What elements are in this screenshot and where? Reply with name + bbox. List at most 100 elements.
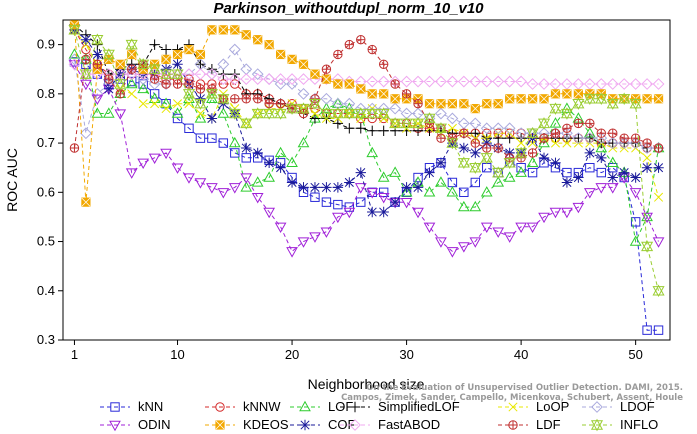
data-point — [480, 75, 493, 88]
data-point — [492, 75, 505, 88]
data-point — [321, 64, 332, 74]
data-point — [349, 401, 361, 413]
data-point — [458, 142, 470, 154]
data-point — [172, 59, 183, 70]
data-point — [68, 48, 81, 59]
data-point — [343, 207, 356, 219]
data-point — [320, 102, 333, 113]
data-point — [389, 166, 401, 177]
data-point — [114, 109, 127, 120]
data-point — [561, 207, 573, 219]
series-inflo — [68, 23, 665, 298]
data-point — [641, 240, 654, 253]
data-point — [206, 183, 218, 194]
data-point — [184, 44, 194, 55]
data-point — [572, 202, 585, 214]
data-point — [275, 98, 286, 109]
data-point — [217, 107, 230, 118]
data-point — [550, 128, 561, 138]
data-point — [641, 78, 654, 90]
data-point — [549, 78, 562, 90]
legend-label: LDF — [536, 417, 561, 432]
data-point — [527, 167, 538, 178]
data-point — [194, 97, 207, 110]
data-point — [148, 62, 161, 76]
data-point — [150, 99, 160, 109]
data-point — [400, 186, 413, 197]
data-point — [573, 172, 584, 183]
data-point — [356, 84, 366, 94]
data-point — [251, 193, 264, 204]
data-point — [263, 107, 276, 120]
data-point — [526, 78, 539, 90]
data-point — [355, 167, 366, 178]
data-point — [642, 325, 652, 335]
data-point — [366, 102, 379, 115]
data-point — [367, 206, 378, 218]
legend-item-knnw: kNNW — [205, 399, 281, 414]
data-point — [516, 162, 526, 173]
data-point — [171, 67, 184, 81]
data-point — [171, 163, 184, 174]
legend-label: INFLO — [620, 417, 658, 432]
data-point — [508, 420, 518, 430]
data-point — [286, 102, 299, 115]
data-point — [240, 181, 253, 192]
data-point — [297, 73, 310, 85]
data-point — [459, 99, 469, 109]
data-point — [183, 173, 195, 184]
data-point — [161, 104, 171, 114]
data-point — [653, 143, 664, 153]
series-line — [74, 29, 659, 149]
data-point — [68, 23, 81, 37]
data-point — [149, 39, 160, 50]
data-point — [309, 113, 321, 124]
data-point — [470, 128, 481, 139]
data-point — [102, 107, 115, 118]
data-point — [480, 186, 493, 197]
data-point — [606, 137, 619, 149]
data-point — [652, 237, 665, 248]
data-point — [114, 77, 127, 91]
data-point — [413, 118, 423, 128]
data-point — [515, 222, 527, 233]
data-point — [378, 59, 389, 70]
data-point — [653, 94, 664, 104]
data-point — [400, 75, 413, 88]
data-point — [539, 94, 549, 104]
data-point — [572, 78, 585, 90]
data-point — [333, 49, 343, 60]
data-point — [321, 182, 332, 193]
data-point — [630, 217, 641, 227]
data-point — [457, 156, 470, 170]
data-point — [583, 188, 596, 199]
data-point — [457, 242, 470, 253]
data-point — [241, 142, 252, 154]
data-point — [137, 58, 150, 71]
data-point — [482, 162, 492, 173]
data-point — [161, 54, 171, 64]
legend-item-fastabod: FastABOD — [340, 417, 440, 432]
data-point — [423, 112, 436, 125]
y-tick-label: 0.5 — [37, 234, 55, 249]
data-point — [218, 25, 228, 35]
legend-item-loop: LoOP — [498, 399, 569, 414]
legend-item-knn: kNN — [100, 399, 163, 414]
data-point — [470, 138, 481, 148]
data-point — [309, 232, 321, 243]
data-point — [618, 137, 631, 149]
data-point — [184, 99, 194, 109]
data-point — [459, 128, 469, 138]
data-point — [252, 94, 263, 104]
data-point — [538, 136, 550, 148]
data-point — [583, 92, 596, 106]
x-tick-label: 30 — [399, 347, 413, 362]
data-point — [81, 197, 91, 207]
data-point — [446, 136, 459, 150]
data-point — [503, 171, 516, 182]
plot-frame — [62, 19, 671, 341]
data-point — [205, 68, 218, 81]
watermark-line-1: On the Evaluation of Unsupervised Outlie… — [366, 383, 683, 393]
data-point — [629, 78, 642, 90]
data-point — [595, 141, 608, 153]
